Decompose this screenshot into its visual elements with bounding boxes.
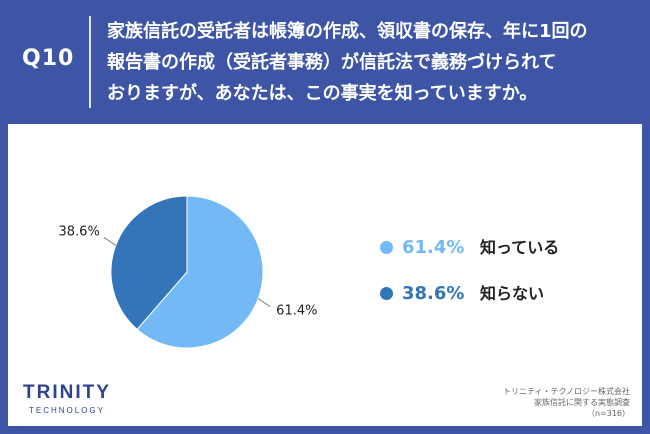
question-line-2: 報告書の作成（受託者事務）が信託法で義務づけられて — [107, 52, 557, 73]
question-line-3: おりますが、あなたは、この事実を知っていますか。 — [107, 83, 538, 104]
trinity-logo: TRINITY TECHNOLOGY — [22, 382, 112, 415]
header-divider — [89, 16, 91, 108]
chart-panel: 61.4% 38.6% 61.4% 知っている 38.6% 知らない TRINIT… — [8, 124, 642, 426]
question-text: 家族信託の受託者は帳簿の作成、領収書の保存、年に1回の 報告書の作成（受託者事務… — [107, 16, 637, 109]
question-line-1: 家族信託の受託者は帳簿の作成、領収書の保存、年に1回の — [107, 21, 588, 42]
legend-pct-unknown: 38.6% — [402, 283, 465, 304]
source-line-1: トリニティ・テクノロジー株式会社 — [502, 387, 630, 396]
pie-chart: 61.4% 38.6% — [59, 195, 317, 349]
source-line-3: （n=316） — [586, 409, 630, 418]
question-label: Q10 — [22, 46, 75, 71]
legend-dot-unknown — [380, 287, 393, 300]
source-line-2: 家族信託に関する実態調査 — [534, 398, 630, 407]
source-note: トリニティ・テクノロジー株式会社 家族信託に関する実態調査 （n=316） — [503, 386, 630, 419]
header: Q10 家族信託の受託者は帳簿の作成、領収書の保存、年に1回の 報告書の作成（受… — [0, 0, 650, 124]
logo-main-text: TRINITY — [23, 382, 111, 403]
leader-line-unknown — [103, 236, 117, 246]
logo-sub-text: TECHNOLOGY — [28, 406, 105, 415]
legend-name-known: 知っている — [480, 238, 560, 257]
legend-pct-known: 61.4% — [402, 237, 465, 258]
data-label-known: 61.4% — [276, 304, 317, 319]
legend-dot-known — [380, 241, 393, 254]
legend-name-unknown: 知らない — [480, 284, 545, 303]
data-label-unknown: 38.6% — [59, 224, 100, 239]
slice-known — [136, 195, 264, 349]
leader-line-known — [257, 298, 271, 308]
